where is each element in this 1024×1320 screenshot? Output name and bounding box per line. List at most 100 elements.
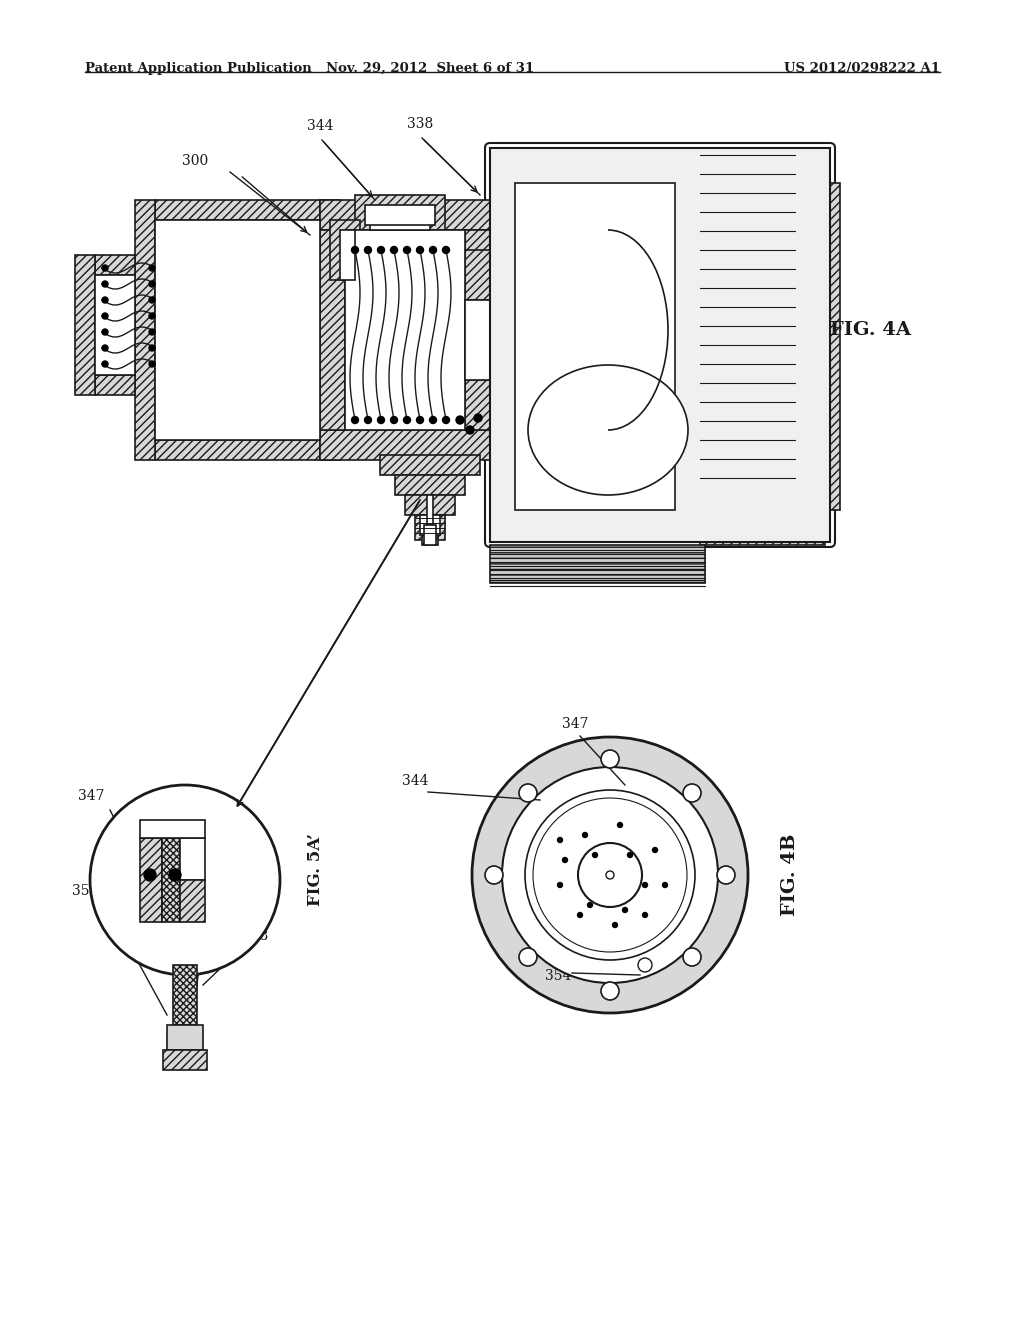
Text: 347: 347	[78, 789, 104, 803]
Circle shape	[429, 417, 436, 424]
Bar	[490, 180, 515, 480]
Circle shape	[378, 417, 384, 424]
Circle shape	[617, 822, 623, 828]
Bar	[163, 1049, 207, 1071]
Circle shape	[351, 417, 358, 424]
Circle shape	[102, 281, 108, 286]
Bar	[319, 201, 490, 230]
Circle shape	[578, 843, 642, 907]
Circle shape	[606, 871, 614, 879]
Circle shape	[102, 313, 108, 319]
Text: US 2012/0298222 A1: US 2012/0298222 A1	[784, 62, 940, 75]
Bar	[490, 545, 705, 583]
Bar	[490, 480, 705, 512]
Circle shape	[150, 329, 155, 335]
Circle shape	[144, 869, 156, 880]
Bar	[155, 440, 319, 459]
Circle shape	[390, 417, 397, 424]
Circle shape	[365, 247, 372, 253]
Bar	[700, 148, 795, 512]
Circle shape	[365, 417, 372, 424]
Bar	[155, 220, 319, 440]
Bar	[162, 838, 180, 921]
Circle shape	[150, 313, 155, 319]
Text: 338: 338	[242, 929, 268, 942]
Bar	[700, 510, 825, 545]
Bar	[75, 255, 95, 395]
FancyBboxPatch shape	[485, 143, 835, 546]
Circle shape	[485, 866, 503, 884]
Circle shape	[102, 297, 108, 304]
Text: FIG. 5A’: FIG. 5A’	[306, 833, 324, 907]
Bar	[465, 249, 495, 300]
Circle shape	[169, 869, 181, 880]
Circle shape	[150, 345, 155, 351]
Circle shape	[390, 247, 397, 253]
Circle shape	[102, 265, 108, 271]
Bar	[340, 230, 355, 280]
Circle shape	[150, 265, 155, 271]
Circle shape	[466, 426, 474, 434]
Text: FIG. 4B: FIG. 4B	[781, 834, 799, 916]
Circle shape	[642, 912, 647, 917]
Text: 347: 347	[562, 717, 588, 731]
Bar	[395, 475, 465, 495]
Circle shape	[638, 958, 652, 972]
Text: Nov. 29, 2012  Sheet 6 of 31: Nov. 29, 2012 Sheet 6 of 31	[326, 62, 535, 75]
Circle shape	[474, 414, 482, 422]
Bar	[155, 201, 319, 220]
Circle shape	[683, 948, 701, 966]
Circle shape	[683, 784, 701, 803]
Bar	[345, 230, 465, 430]
Bar	[355, 195, 445, 230]
Circle shape	[583, 833, 588, 837]
Circle shape	[588, 903, 593, 908]
Text: 338: 338	[407, 117, 433, 131]
Circle shape	[663, 883, 668, 887]
Ellipse shape	[528, 366, 688, 495]
Circle shape	[378, 247, 384, 253]
Bar	[515, 183, 675, 510]
Circle shape	[519, 948, 537, 966]
Bar	[490, 148, 705, 180]
Bar	[465, 380, 495, 430]
Text: 344: 344	[193, 944, 219, 958]
Bar	[140, 838, 162, 921]
Circle shape	[601, 750, 618, 768]
Circle shape	[417, 417, 424, 424]
Circle shape	[562, 858, 567, 862]
Bar	[330, 220, 360, 280]
Circle shape	[102, 360, 108, 367]
Circle shape	[593, 853, 597, 858]
Circle shape	[150, 281, 155, 286]
Bar	[370, 215, 430, 230]
Circle shape	[403, 417, 411, 424]
Bar	[490, 148, 830, 543]
Text: Patent Application Publication: Patent Application Publication	[85, 62, 311, 75]
Circle shape	[628, 853, 633, 858]
Bar	[140, 820, 205, 838]
Bar	[420, 515, 440, 535]
Circle shape	[102, 329, 108, 335]
Bar	[180, 880, 205, 921]
Text: 354: 354	[545, 969, 571, 983]
Circle shape	[417, 247, 424, 253]
Bar	[515, 180, 680, 480]
Circle shape	[519, 784, 537, 803]
Text: FIG. 4A: FIG. 4A	[829, 321, 910, 339]
Circle shape	[578, 912, 583, 917]
Circle shape	[150, 297, 155, 304]
Circle shape	[717, 866, 735, 884]
Circle shape	[557, 837, 562, 842]
Circle shape	[642, 883, 647, 887]
Bar	[180, 838, 205, 880]
Circle shape	[351, 247, 358, 253]
Circle shape	[612, 923, 617, 928]
Bar	[360, 201, 440, 230]
Bar	[319, 230, 345, 430]
Bar	[424, 525, 436, 545]
Circle shape	[525, 789, 695, 960]
Bar	[173, 965, 197, 1026]
Circle shape	[557, 883, 562, 887]
Circle shape	[90, 785, 280, 975]
